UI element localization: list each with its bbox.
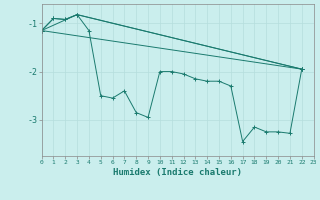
X-axis label: Humidex (Indice chaleur): Humidex (Indice chaleur) <box>113 168 242 177</box>
